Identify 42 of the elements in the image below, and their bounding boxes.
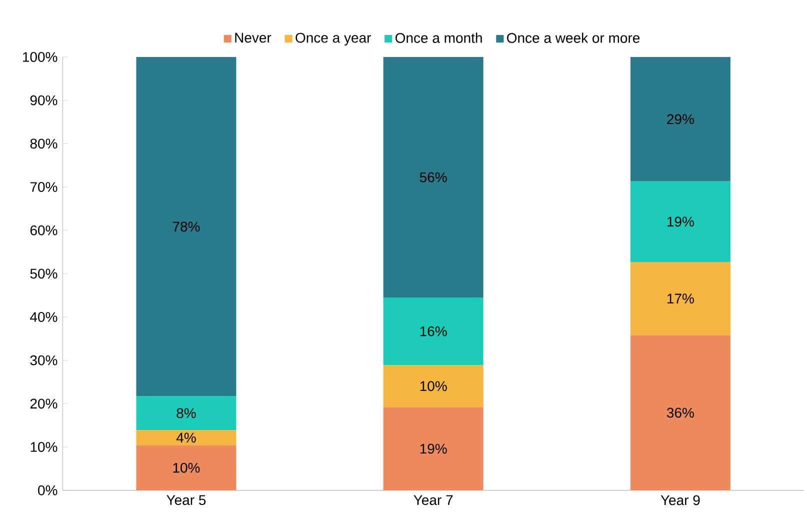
- y-tick-label: 0%: [38, 485, 58, 496]
- data-label: 19%: [420, 444, 447, 454]
- data-label: 10%: [420, 381, 447, 392]
- legend-label: Once a week or more: [507, 32, 640, 43]
- y-tick-label: 40%: [30, 312, 58, 322]
- x-tick-label: Year 9: [660, 495, 700, 506]
- data-label: 29%: [667, 114, 694, 124]
- bar: [136, 430, 236, 446]
- bar: [136, 396, 236, 430]
- data-label: 78%: [172, 222, 200, 232]
- data-label: 19%: [668, 216, 694, 227]
- legend-label: Once a year: [296, 32, 372, 46]
- bar: [136, 56, 236, 396]
- data-label: 17%: [668, 294, 694, 304]
- y-tick-label: 80%: [30, 138, 58, 149]
- y-tick-label: 60%: [30, 225, 58, 236]
- legend-label: Once a month: [396, 32, 482, 43]
- y-tick-label: 10%: [30, 442, 58, 452]
- data-label: 56%: [420, 172, 447, 182]
- data-label: 36%: [666, 408, 694, 418]
- bar: [630, 56, 730, 182]
- y-tick-label: 20%: [30, 398, 58, 409]
- bar: [383, 56, 484, 298]
- y-tick-label: 70%: [30, 182, 58, 192]
- bar: [630, 181, 730, 262]
- bar: [383, 297, 484, 366]
- x-tick-label: Year 7: [414, 495, 453, 506]
- y-tick-label: 50%: [30, 268, 58, 279]
- data-label: 4%: [176, 432, 196, 443]
- data-label: 8%: [176, 408, 196, 418]
- bar: [630, 335, 730, 490]
- x-tick-label: Year 5: [166, 495, 206, 506]
- bar: [383, 365, 484, 408]
- data-label: 10%: [173, 462, 200, 473]
- y-tick-label: 30%: [30, 355, 58, 366]
- bar: [136, 445, 236, 490]
- bar: [630, 262, 730, 336]
- bar: [383, 407, 484, 490]
- data-label: 16%: [420, 326, 447, 336]
- y-tick-label: 90%: [30, 95, 58, 106]
- legend-label: Never: [235, 32, 272, 43]
- y-tick-label: 100%: [23, 52, 58, 62]
